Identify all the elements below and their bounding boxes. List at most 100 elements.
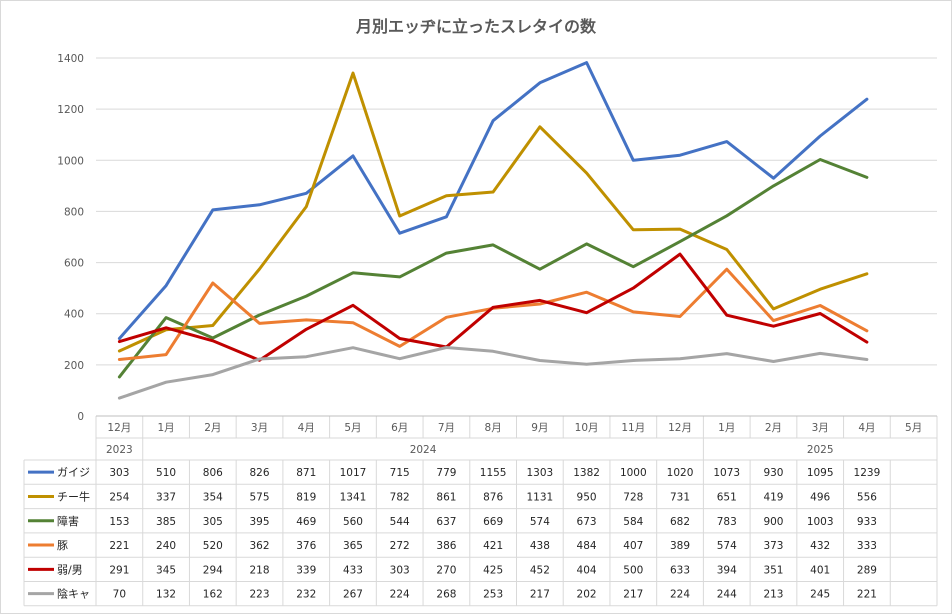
x-tick-label: 4月 (298, 422, 315, 434)
x-tick-label: 8月 (485, 422, 502, 434)
data-label: 637 (436, 516, 456, 528)
data-label: 395 (250, 516, 270, 528)
data-label: 244 (717, 589, 737, 601)
data-label: 407 (623, 540, 643, 552)
data-label: 484 (577, 540, 597, 552)
x-tick-label: 2月 (765, 422, 782, 434)
y-tick-label: 1400 (57, 53, 84, 65)
data-label: 933 (857, 516, 877, 528)
data-label: 1095 (807, 467, 834, 479)
x-year-label: 2024 (410, 444, 437, 456)
series-name: ガイジ (57, 466, 90, 479)
y-tick-label: 0 (77, 411, 84, 423)
data-label: 272 (390, 540, 410, 552)
x-tick-label: 5月 (905, 422, 922, 434)
data-label: 806 (203, 467, 223, 479)
data-label: 1131 (526, 491, 553, 503)
data-label: 253 (483, 589, 503, 601)
data-label: 389 (670, 540, 690, 552)
data-label: 333 (857, 540, 877, 552)
x-tick-label: 7月 (438, 422, 455, 434)
data-label: 376 (296, 540, 316, 552)
data-label: 362 (250, 540, 270, 552)
series-name: 豚 (57, 539, 68, 552)
x-tick-label: 12月 (107, 422, 131, 434)
data-label: 245 (810, 589, 830, 601)
data-label: 633 (670, 564, 690, 576)
y-tick-label: 600 (64, 258, 84, 270)
x-tick-label: 11月 (621, 422, 645, 434)
series-line-5 (117, 252, 869, 362)
data-label: 574 (717, 540, 737, 552)
x-tick-label: 9月 (531, 422, 548, 434)
x-tick-label: 3月 (812, 422, 829, 434)
data-label: 232 (296, 589, 316, 601)
x-tick-label: 1月 (718, 422, 735, 434)
data-label: 782 (390, 491, 410, 503)
data-label: 373 (763, 540, 783, 552)
data-label: 339 (296, 564, 316, 576)
data-label: 861 (436, 491, 456, 503)
data-label: 574 (530, 516, 550, 528)
x-tick-label: 6月 (391, 422, 408, 434)
data-label: 294 (203, 564, 223, 576)
data-label: 452 (530, 564, 550, 576)
x-tick-label: 2月 (204, 422, 221, 434)
series-line-3 (117, 158, 869, 379)
data-label: 584 (623, 516, 643, 528)
data-label: 268 (436, 589, 456, 601)
data-label: 337 (156, 491, 176, 503)
data-label: 1239 (854, 467, 881, 479)
data-label: 950 (577, 491, 597, 503)
data-label: 291 (109, 564, 129, 576)
data-label: 345 (156, 564, 176, 576)
data-label: 871 (296, 467, 316, 479)
data-label: 432 (810, 540, 830, 552)
data-label: 1000 (620, 467, 647, 479)
data-label: 876 (483, 491, 503, 503)
data-label: 354 (203, 491, 223, 503)
data-label: 419 (763, 491, 783, 503)
data-label: 930 (763, 467, 783, 479)
data-label: 394 (717, 564, 737, 576)
x-tick-label: 1月 (157, 422, 174, 434)
data-label: 303 (390, 564, 410, 576)
data-label: 544 (390, 516, 410, 528)
data-label: 728 (623, 491, 643, 503)
y-tick-label: 800 (64, 206, 84, 218)
y-tick-label: 400 (64, 309, 84, 321)
data-label: 731 (670, 491, 690, 503)
data-label: 162 (203, 589, 223, 601)
data-label: 223 (250, 589, 270, 601)
data-label: 1003 (807, 516, 834, 528)
data-label: 779 (436, 467, 456, 479)
series-line-2 (117, 71, 869, 353)
data-label: 421 (483, 540, 503, 552)
data-label: 153 (109, 516, 129, 528)
data-label: 783 (717, 516, 737, 528)
data-label: 575 (250, 491, 270, 503)
data-label: 826 (250, 467, 270, 479)
data-label: 715 (390, 467, 410, 479)
data-label: 132 (156, 589, 176, 601)
x-tick-label: 3月 (251, 422, 268, 434)
data-label: 213 (763, 589, 783, 601)
chart-title: 月別エッヂに立ったスレタイの数 (355, 17, 597, 36)
x-tick-label: 12月 (668, 422, 692, 434)
data-label: 267 (343, 589, 363, 601)
data-label: 1341 (340, 491, 367, 503)
data-label: 221 (857, 589, 877, 601)
series-line-6 (117, 346, 869, 400)
data-label: 496 (810, 491, 830, 503)
data-label: 1155 (480, 467, 507, 479)
data-label: 1020 (667, 467, 694, 479)
data-label: 217 (530, 589, 550, 601)
data-label: 270 (436, 564, 456, 576)
data-label: 218 (250, 564, 270, 576)
x-tick-label: 4月 (858, 422, 875, 434)
data-label: 202 (577, 589, 597, 601)
data-label: 560 (343, 516, 363, 528)
data-label: 404 (577, 564, 597, 576)
data-label: 438 (530, 540, 550, 552)
series-name: 障害 (57, 514, 79, 528)
